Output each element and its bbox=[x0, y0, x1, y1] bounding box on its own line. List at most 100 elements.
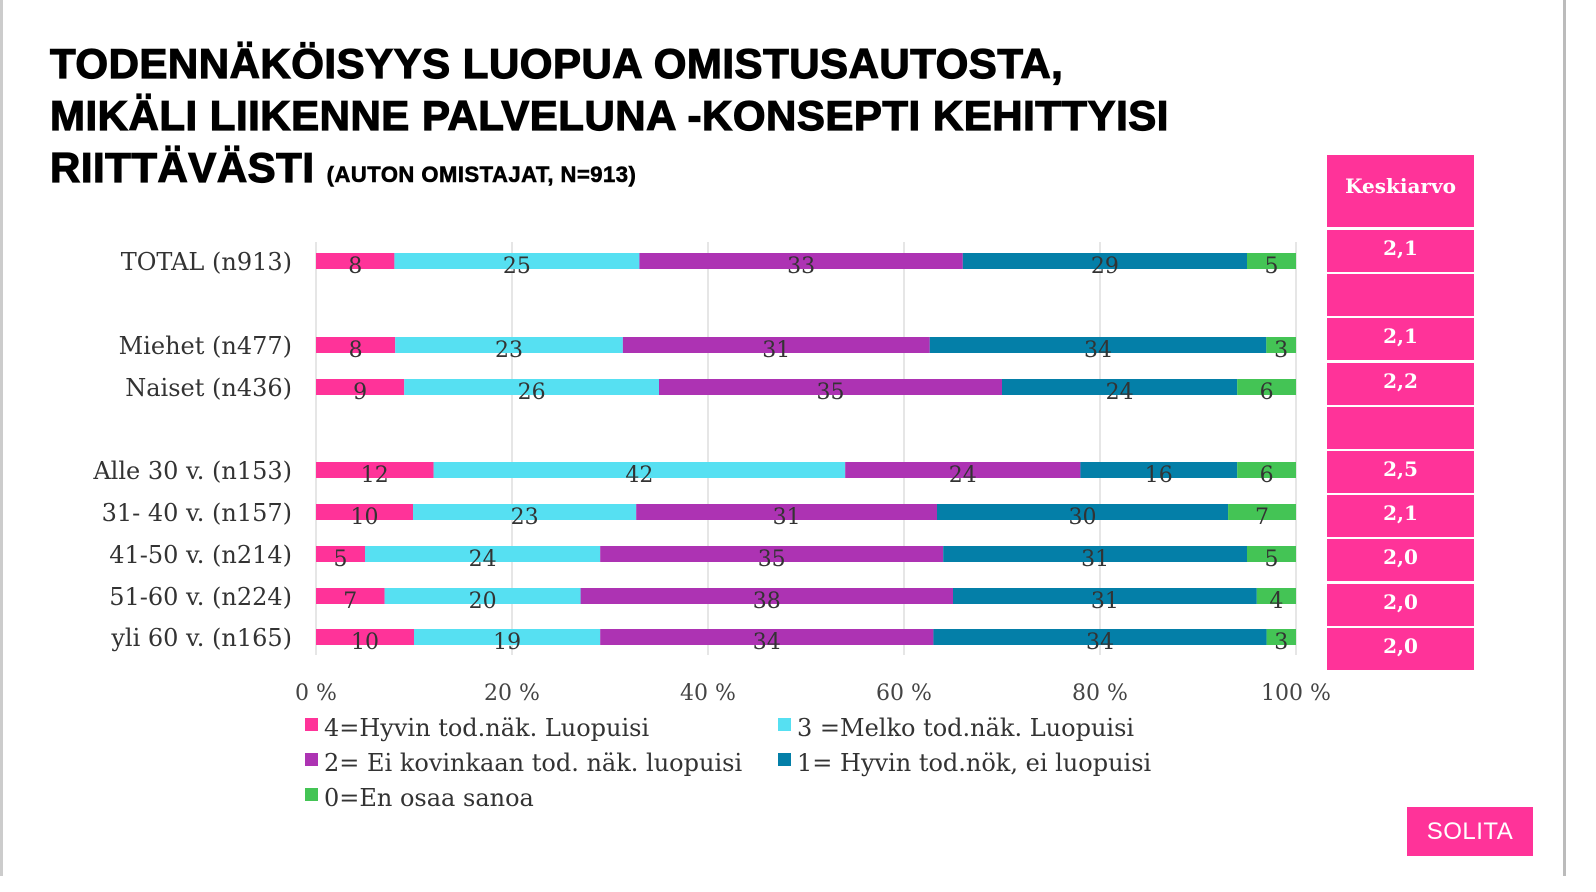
data-label: 30 bbox=[1069, 505, 1097, 530]
bar-segment bbox=[384, 588, 581, 604]
title-line-2: MIKÄLI LIIKENNE PALVELUNA -KONSEPTI KEHI… bbox=[49, 91, 1169, 139]
legend-swatch bbox=[305, 752, 318, 766]
legend-swatch bbox=[305, 787, 318, 801]
data-label: 31 bbox=[773, 505, 801, 530]
solita-logo: SOLITA bbox=[1407, 807, 1533, 856]
data-label: 33 bbox=[787, 254, 815, 279]
data-label: 3 bbox=[1274, 630, 1288, 655]
bar-segment bbox=[936, 504, 1229, 520]
bar-segment bbox=[316, 546, 365, 562]
data-label: 25 bbox=[503, 254, 531, 279]
data-label: 3 bbox=[1274, 338, 1288, 363]
legend-swatch bbox=[778, 752, 791, 766]
legend-swatch bbox=[778, 717, 791, 731]
bar-segment bbox=[1266, 337, 1296, 353]
data-label: 19 bbox=[493, 630, 521, 655]
bar-segment bbox=[953, 588, 1257, 604]
bar-segment bbox=[413, 504, 637, 520]
bar-segment bbox=[394, 253, 640, 269]
data-label: 35 bbox=[817, 380, 845, 405]
bar-segment bbox=[316, 504, 414, 520]
category-label: Miehet (n477) bbox=[119, 332, 292, 360]
keskiarvo-cell: 2,5 bbox=[1327, 451, 1474, 493]
data-label: 24 bbox=[1106, 380, 1134, 405]
data-label: 6 bbox=[1260, 380, 1274, 405]
data-label: 4 bbox=[1269, 589, 1283, 614]
bar-segment bbox=[929, 337, 1267, 353]
legend-swatch bbox=[305, 717, 318, 731]
bar-segment bbox=[395, 337, 623, 353]
data-label: 31 bbox=[1091, 589, 1119, 614]
category-label: 51-60 v. (n224) bbox=[109, 583, 292, 611]
bar-segment bbox=[580, 588, 953, 604]
legend-item: 2= Ei kovinkaan tod. näk. luopuisi bbox=[305, 749, 742, 777]
bar-segment bbox=[1228, 504, 1296, 520]
data-label: 38 bbox=[753, 589, 781, 614]
keskiarvo-cell: 2,0 bbox=[1327, 583, 1474, 626]
x-tick-label: 80 % bbox=[1072, 681, 1128, 706]
data-label: 24 bbox=[469, 547, 497, 572]
data-label: 5 bbox=[334, 547, 348, 572]
data-label: 16 bbox=[1145, 463, 1173, 488]
category-label: yli 60 v. (n165) bbox=[110, 624, 292, 652]
bar-segment bbox=[962, 253, 1247, 269]
bar-segment bbox=[1256, 588, 1296, 604]
keskiarvo-cell: 2,0 bbox=[1327, 539, 1474, 582]
legend-item: 0=En osaa sanoa bbox=[305, 784, 534, 812]
x-tick-label: 40 % bbox=[680, 681, 736, 706]
slide-title: TODENNÄKÖISYYS LUOPUA OMISTUSAUTOSTA, MI… bbox=[49, 38, 1169, 201]
bar-segment bbox=[1080, 462, 1238, 478]
data-label: 34 bbox=[1084, 338, 1112, 363]
data-label: 23 bbox=[511, 505, 539, 530]
bar-segment bbox=[1247, 546, 1296, 562]
keskiarvo-cell: 2,2 bbox=[1327, 362, 1474, 405]
bar-segment bbox=[933, 629, 1267, 645]
slide-frame bbox=[0, 0, 1566, 876]
bar-segment bbox=[943, 546, 1247, 562]
keskiarvo-cell: 2,1 bbox=[1327, 230, 1474, 272]
bar-segment bbox=[316, 253, 395, 269]
data-label: 42 bbox=[625, 463, 653, 488]
data-label: 12 bbox=[361, 463, 389, 488]
bar-segment bbox=[1002, 379, 1238, 395]
keskiarvo-cell: 2,1 bbox=[1327, 318, 1474, 361]
x-tick-label: 0 % bbox=[295, 681, 337, 706]
bar-segment bbox=[316, 462, 434, 478]
legend-label: 0=En osaa sanoa bbox=[324, 784, 534, 812]
legend-label: 4=Hyvin tod.näk. Luopuisi bbox=[324, 714, 650, 742]
data-label: 31 bbox=[762, 338, 790, 363]
data-label: 8 bbox=[349, 338, 363, 363]
bar-segment bbox=[636, 504, 937, 520]
bar-segment bbox=[365, 546, 601, 562]
keskiarvo-cell bbox=[1327, 274, 1474, 317]
x-tick-label: 20 % bbox=[484, 681, 540, 706]
data-label: 34 bbox=[753, 630, 781, 655]
bar-segment bbox=[845, 462, 1081, 478]
title-line-3: RIITTÄVÄSTI bbox=[49, 143, 315, 191]
data-label: 26 bbox=[518, 380, 546, 405]
legend-item: 4=Hyvin tod.näk. Luopuisi bbox=[305, 714, 649, 742]
data-label: 5 bbox=[1265, 254, 1279, 279]
legend-label: 1= Hyvin tod.nök, ei luopuisi bbox=[797, 749, 1152, 777]
legend-label: 3 =Melko tod.näk. Luopuisi bbox=[797, 714, 1135, 742]
bar-segment bbox=[1247, 253, 1296, 269]
bar-segment bbox=[639, 253, 963, 269]
data-label: 7 bbox=[343, 589, 357, 614]
data-label: 5 bbox=[1265, 547, 1279, 572]
data-label: 20 bbox=[469, 589, 497, 614]
category-label: 41-50 v. (n214) bbox=[109, 541, 292, 569]
bar-segment bbox=[404, 379, 659, 395]
title-line-1: TODENNÄKÖISYYS LUOPUA OMISTUSAUTOSTA, bbox=[49, 39, 1064, 87]
data-label: 35 bbox=[758, 547, 786, 572]
keskiarvo-cell: 2,1 bbox=[1327, 495, 1474, 538]
bar-segment bbox=[1266, 629, 1296, 645]
keskiarvo-cell bbox=[1327, 406, 1474, 449]
data-label: 29 bbox=[1091, 254, 1119, 279]
legend-label: 2= Ei kovinkaan tod. näk. luopuisi bbox=[324, 749, 743, 777]
data-label: 23 bbox=[495, 338, 523, 363]
bar-segment bbox=[414, 629, 601, 645]
bar-segment bbox=[659, 379, 1002, 395]
bar-segment bbox=[622, 337, 930, 353]
category-label: Alle 30 v. (n153) bbox=[92, 457, 292, 485]
bar-segment bbox=[316, 588, 385, 604]
